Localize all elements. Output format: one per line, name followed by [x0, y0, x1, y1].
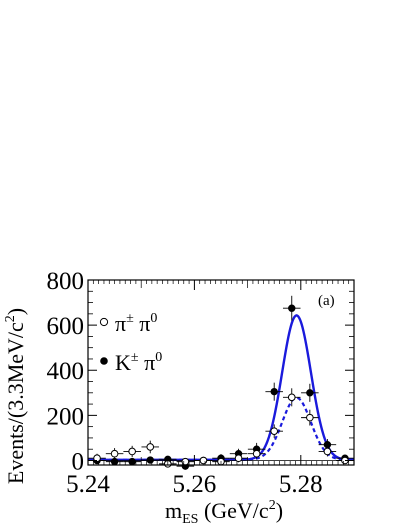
legend-sup: ± — [126, 311, 134, 326]
x-tick-label: 5.26 — [173, 471, 217, 498]
x-axis-label-main: m — [165, 498, 182, 523]
data-point-open — [110, 449, 119, 458]
legend-label: π — [115, 311, 126, 336]
x-axis-label: mES (GeV/c2) — [165, 498, 283, 527]
data-point-open — [146, 443, 155, 451]
x-axis-label-units: (GeV/c — [198, 498, 268, 523]
data-point-filled — [270, 387, 278, 396]
y-axis-label-main: Events/(3.3MeV/c — [3, 322, 28, 484]
legend-entry-kpi0: K± π0 — [115, 350, 162, 375]
data-point-open — [306, 413, 314, 422]
y-tick-label: 800 — [47, 268, 85, 295]
data-point-filled — [146, 456, 154, 464]
y-tick-label: 400 — [47, 358, 85, 385]
legend: π± π0 K± π0 — [99, 311, 162, 375]
x-tick-label: 5.28 — [279, 471, 323, 498]
legend-label: K — [115, 350, 131, 375]
fit-curves — [88, 314, 355, 462]
data-point-open — [128, 447, 136, 456]
y-tick-label: 200 — [47, 403, 85, 430]
y-tick-label: 600 — [47, 313, 85, 340]
data-point-open — [323, 447, 332, 456]
data-point-open — [93, 454, 101, 463]
y-tick-label: 0 — [72, 448, 85, 475]
data-point-open — [252, 449, 261, 458]
y-axis-label-end: ) — [3, 308, 28, 315]
x-tick-label: 5.24 — [66, 471, 110, 498]
data-points — [88, 295, 354, 470]
x-axis-label-end: ) — [276, 498, 283, 523]
legend-sup: 0 — [155, 350, 162, 365]
data-point-filled — [288, 304, 296, 312]
data-point-open — [287, 393, 296, 402]
legend-sup: ± — [131, 350, 139, 365]
fit-curve-dashed — [88, 396, 355, 461]
data-point-open — [199, 456, 208, 465]
legend-entry-pipi0: π± π0 — [115, 311, 157, 336]
data-point-open — [234, 454, 243, 463]
panel-label: (a) — [318, 293, 335, 309]
data-point-filled — [128, 457, 136, 466]
fit-curve-solid — [88, 314, 355, 462]
legend-marker-filled-circle — [100, 357, 108, 365]
legend-mid: π — [134, 311, 151, 336]
data-point-open — [181, 457, 190, 466]
x-axis-label-sup: 2 — [269, 498, 276, 513]
data-point-open — [270, 427, 279, 435]
legend-mid: π — [139, 350, 156, 375]
axis-ticks: 0 200 400 600 800 5.24 5.26 5.28 — [47, 268, 354, 498]
legend-marker-open-circle — [99, 317, 109, 327]
y-axis-label: Events/(3.3MeV/c2) — [3, 308, 28, 484]
x-axis-label-sub: ES — [182, 512, 198, 527]
legend-sup: 0 — [150, 311, 157, 326]
data-point-filled — [306, 389, 314, 397]
y-axis-label-sup: 2 — [3, 315, 18, 322]
